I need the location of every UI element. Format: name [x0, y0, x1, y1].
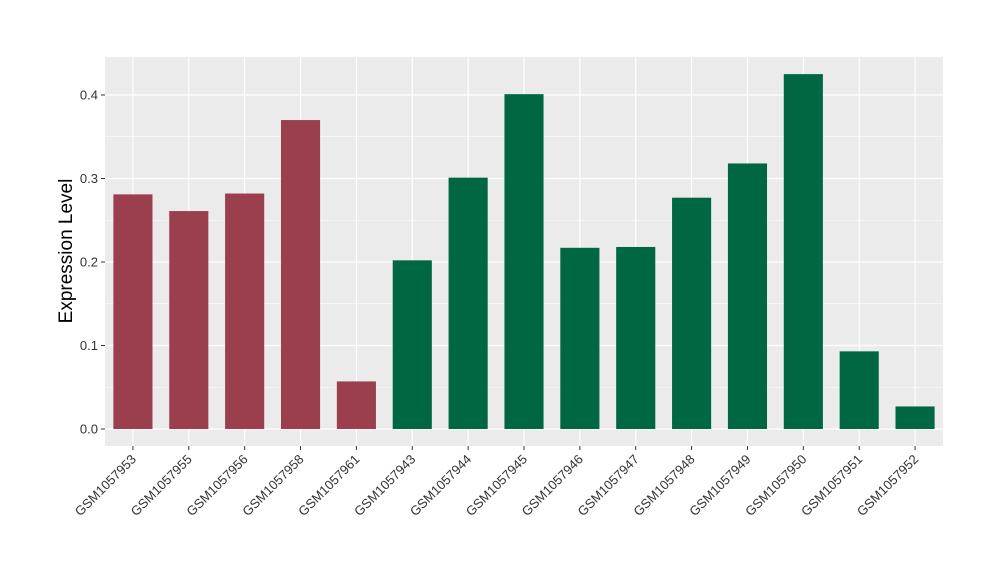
y-tick-label: 0.2 — [80, 255, 98, 270]
bar-GSM1057958 — [280, 120, 321, 430]
bar-GSM1057945 — [504, 94, 544, 429]
y-axis: 0.0 0.1 0.2 0.3 0.4 — [80, 88, 105, 437]
bar-GSM1057947 — [616, 246, 656, 429]
y-tick-label: 0.4 — [80, 88, 98, 103]
bar-GSM1057956 — [225, 193, 265, 429]
y-axis-title: Expression Level — [56, 179, 77, 324]
bar-GSM1057948 — [672, 197, 712, 429]
bar-GSM1057949 — [727, 163, 768, 429]
y-tick-label: 0.1 — [80, 338, 98, 353]
bars — [113, 74, 935, 430]
bar-GSM1057944 — [448, 177, 488, 429]
bar-GSM1057943 — [392, 260, 432, 429]
bar-GSM1057951 — [839, 351, 879, 429]
bar-GSM1057953 — [113, 194, 153, 429]
bar-GSM1057950 — [783, 74, 823, 429]
bar-GSM1057952 — [895, 406, 935, 429]
x-axis: GSM1057953GSM1057955GSM1057956GSM1057958… — [72, 446, 921, 519]
y-tick-label: 0.3 — [80, 171, 98, 186]
bar-GSM1057961 — [336, 381, 376, 429]
y-tick-label: 0.0 — [80, 422, 98, 437]
bar-GSM1057955 — [169, 211, 209, 429]
bar-GSM1057946 — [560, 247, 600, 429]
